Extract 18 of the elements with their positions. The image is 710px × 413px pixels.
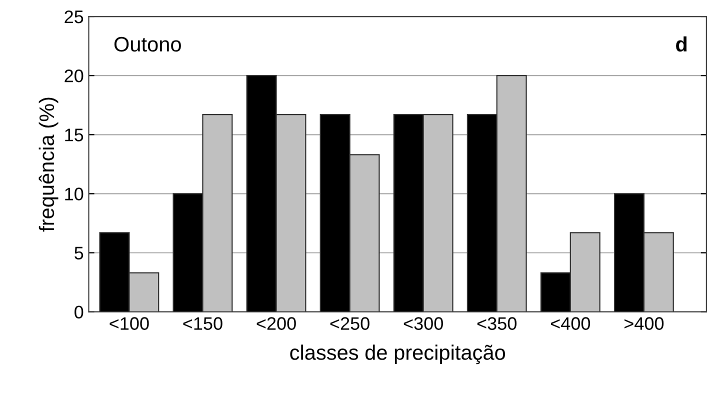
x-tick-label: <400	[550, 317, 590, 330]
annotation: Outono	[114, 36, 181, 52]
y-tick-label: 5	[74, 246, 84, 260]
y-tick-label: 15	[65, 128, 84, 142]
x-tick-label: <150	[183, 317, 222, 330]
x-tick-label: <300	[404, 317, 443, 330]
y-tick-label: 20	[64, 70, 84, 82]
x-axis-title: classes de precipitação	[290, 344, 506, 364]
y-axis-title: frequência (%)	[38, 98, 58, 232]
x-tick-label: <100	[110, 317, 149, 330]
x-tick-label: <250	[330, 317, 370, 330]
x-tick-label: <350	[477, 317, 516, 330]
y-tick-label: 25	[64, 10, 84, 24]
annotation: d	[676, 36, 687, 52]
y-tick-label: 10	[65, 188, 84, 200]
y-tick-label: 0	[74, 306, 84, 319]
x-tick-label: <200	[256, 317, 296, 330]
x-tick-label: >400	[624, 317, 664, 330]
